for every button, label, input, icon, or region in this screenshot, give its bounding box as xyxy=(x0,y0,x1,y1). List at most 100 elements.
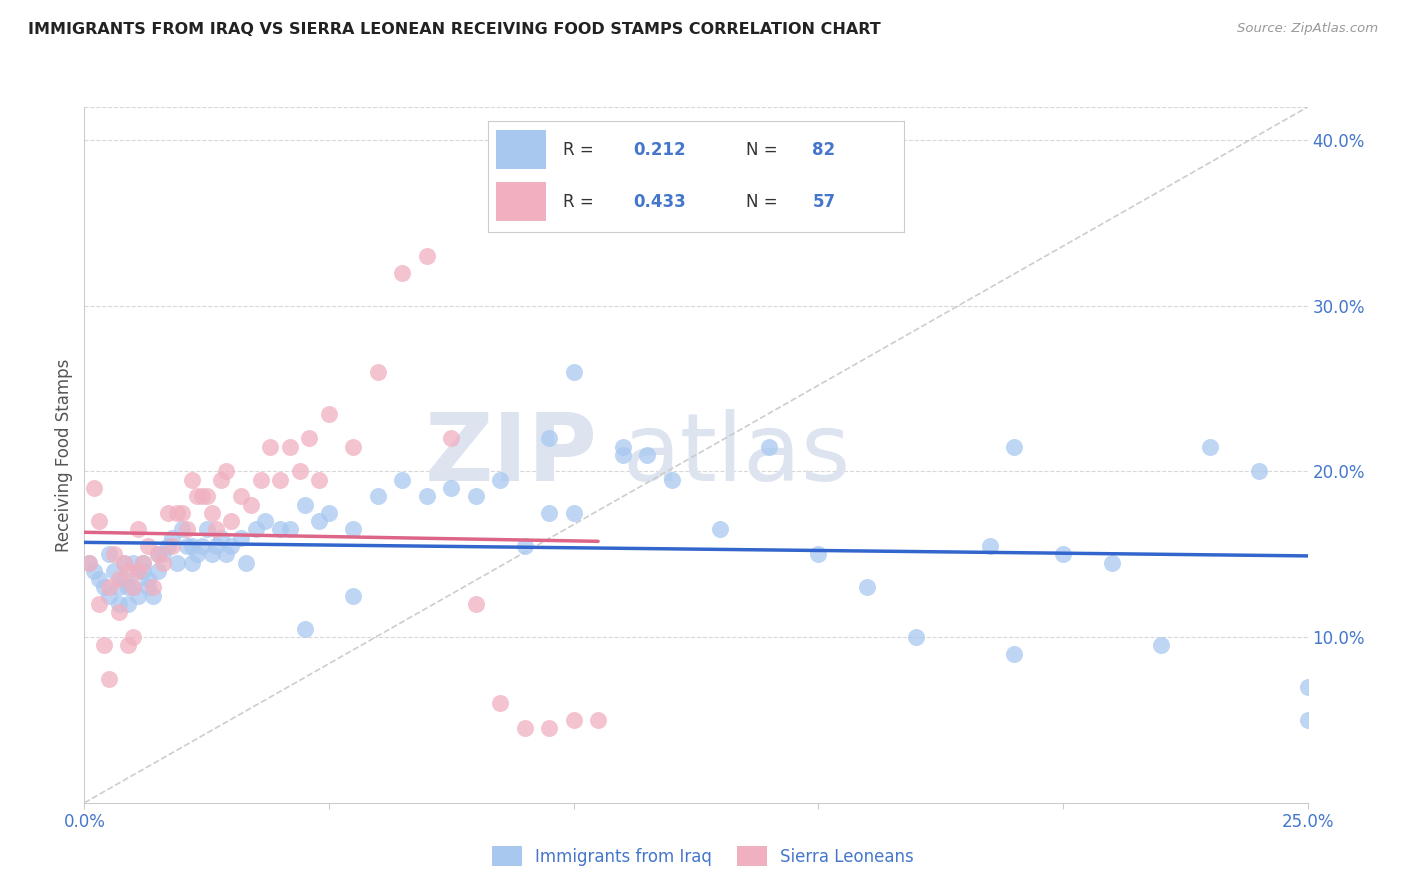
Point xyxy=(513,721,536,735)
Point xyxy=(661,473,683,487)
Point xyxy=(132,564,155,578)
Point xyxy=(278,523,301,537)
Point xyxy=(342,523,364,537)
Point xyxy=(209,473,232,487)
Point xyxy=(416,489,439,503)
Point xyxy=(294,498,316,512)
Point xyxy=(342,589,364,603)
Point xyxy=(229,531,252,545)
Point xyxy=(136,581,159,595)
Point xyxy=(176,539,198,553)
Point xyxy=(288,465,311,479)
Point xyxy=(97,589,120,603)
Point xyxy=(342,440,364,454)
Point xyxy=(156,539,179,553)
Point xyxy=(979,539,1001,553)
Point xyxy=(97,581,120,595)
Point xyxy=(122,630,145,644)
Point xyxy=(440,431,463,445)
Point xyxy=(112,556,135,570)
Point xyxy=(112,556,135,570)
Point xyxy=(172,506,194,520)
Point xyxy=(235,556,257,570)
Point xyxy=(181,556,204,570)
Point xyxy=(416,249,439,263)
Point xyxy=(1198,440,1220,454)
Point xyxy=(107,581,129,595)
Point xyxy=(162,531,184,545)
Point xyxy=(166,556,188,570)
Point xyxy=(245,523,267,537)
Point xyxy=(186,489,208,503)
Point xyxy=(1296,713,1319,727)
Point xyxy=(97,547,120,561)
Point xyxy=(308,473,330,487)
Point xyxy=(93,639,115,653)
Point xyxy=(103,547,125,561)
Point xyxy=(127,564,149,578)
Point xyxy=(93,581,115,595)
Point xyxy=(186,547,208,561)
Point xyxy=(195,523,218,537)
Point xyxy=(905,630,928,644)
Point xyxy=(127,523,149,537)
Point xyxy=(538,506,561,520)
Point xyxy=(219,514,242,528)
Point xyxy=(176,523,198,537)
Point xyxy=(146,564,169,578)
Text: atlas: atlas xyxy=(623,409,851,501)
Point xyxy=(259,440,281,454)
Point xyxy=(152,556,174,570)
Point xyxy=(166,506,188,520)
Point xyxy=(132,556,155,570)
Point xyxy=(308,514,330,528)
Point xyxy=(219,539,242,553)
Point xyxy=(215,465,238,479)
Point xyxy=(367,489,389,503)
Point xyxy=(122,556,145,570)
Point xyxy=(103,564,125,578)
Point xyxy=(142,581,165,595)
Point xyxy=(269,473,291,487)
Point xyxy=(269,523,291,537)
Point xyxy=(562,506,585,520)
Text: IMMIGRANTS FROM IRAQ VS SIERRA LEONEAN RECEIVING FOOD STAMPS CORRELATION CHART: IMMIGRANTS FROM IRAQ VS SIERRA LEONEAN R… xyxy=(28,22,882,37)
Point xyxy=(538,721,561,735)
Point xyxy=(87,597,110,611)
Point xyxy=(146,547,169,561)
Point xyxy=(612,440,634,454)
Point xyxy=(200,547,222,561)
Point xyxy=(318,506,340,520)
Point xyxy=(136,539,159,553)
Point xyxy=(636,448,658,462)
Point xyxy=(1247,465,1270,479)
Point xyxy=(562,365,585,379)
Point xyxy=(709,523,731,537)
Point xyxy=(127,564,149,578)
Point xyxy=(209,531,232,545)
Point xyxy=(122,581,145,595)
Point xyxy=(142,589,165,603)
Point xyxy=(112,572,135,586)
Point xyxy=(249,473,271,487)
Point xyxy=(538,431,561,445)
Point xyxy=(1296,680,1319,694)
Point xyxy=(117,639,139,653)
Point xyxy=(318,407,340,421)
Point xyxy=(191,489,214,503)
Point xyxy=(464,597,486,611)
Point xyxy=(172,523,194,537)
Point xyxy=(77,556,100,570)
Point xyxy=(127,589,149,603)
Point xyxy=(181,473,204,487)
Point xyxy=(278,440,301,454)
Point xyxy=(440,481,463,495)
Point xyxy=(181,539,204,553)
Point xyxy=(489,473,512,487)
Point xyxy=(758,440,780,454)
Point xyxy=(122,581,145,595)
Point xyxy=(1101,556,1123,570)
Point xyxy=(87,572,110,586)
Point xyxy=(1002,647,1025,661)
Text: Source: ZipAtlas.com: Source: ZipAtlas.com xyxy=(1237,22,1378,36)
